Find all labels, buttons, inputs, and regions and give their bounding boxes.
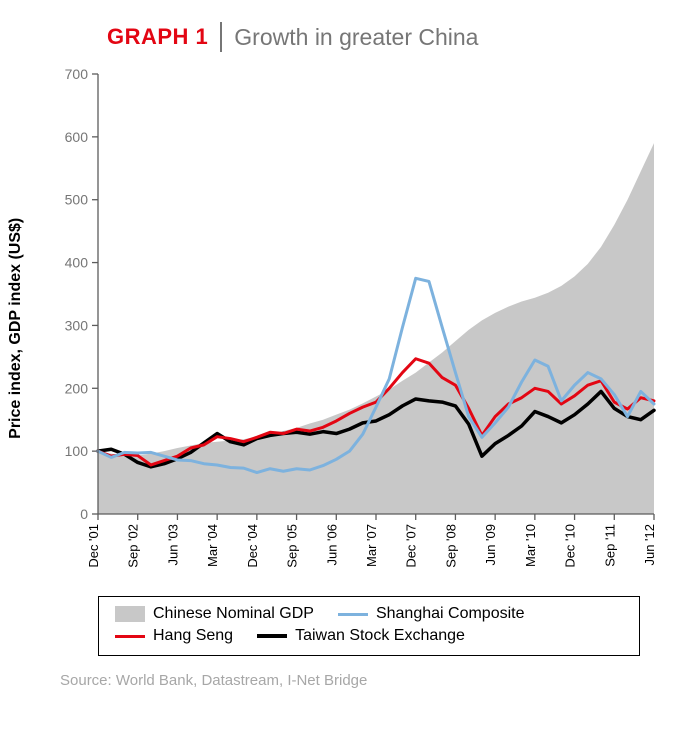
legend-swatch (115, 635, 145, 638)
legend-label: Chinese Nominal GDP (153, 605, 314, 623)
legend-swatch (257, 634, 287, 638)
graph-number-label: GRAPH 1 (107, 24, 208, 50)
svg-text:Sep '11: Sep '11 (602, 524, 617, 567)
svg-text:Jun '06: Jun '06 (324, 524, 339, 566)
svg-text:Mar '04: Mar '04 (205, 524, 220, 567)
legend-swatch (338, 613, 368, 616)
svg-text:Sep '08: Sep '08 (443, 524, 458, 568)
legend-item-hangseng: Hang Seng (115, 627, 233, 645)
chart-source: Source: World Bank, Datastream, I-Net Br… (0, 656, 700, 689)
svg-text:Mar '07: Mar '07 (364, 524, 379, 567)
chart-svg: 0 100 200 300 400 500 600 700 Dec '01 Sep '02 Jun … (36, 66, 664, 596)
svg-text:Dec '10: Dec '10 (563, 524, 578, 568)
chart-area: Price index, GDP index (US$) 01002003004… (36, 66, 664, 596)
legend-swatch (115, 606, 145, 622)
svg-text:Dec '01: Dec '01 (86, 524, 101, 568)
svg-text:Dec '07: Dec '07 (404, 524, 419, 568)
legend-label: Shanghai Composite (376, 605, 525, 623)
svg-text:Sep '05: Sep '05 (285, 524, 300, 568)
legend-label: Taiwan Stock Exchange (295, 627, 465, 645)
chart-legend: Chinese Nominal GDP Shanghai Composite Han… (98, 596, 640, 656)
svg-text:400: 400 (65, 255, 89, 271)
legend-label: Hang Seng (153, 627, 233, 645)
svg-text:500: 500 (65, 192, 89, 208)
svg-text:100: 100 (65, 443, 89, 459)
svg-text:700: 700 (65, 66, 89, 82)
svg-text:300: 300 (65, 317, 89, 333)
legend-item-shanghai: Shanghai Composite (338, 605, 525, 623)
svg-text:200: 200 (65, 380, 89, 396)
svg-text:Jun '09: Jun '09 (483, 524, 498, 566)
title-divider (220, 22, 222, 52)
y-axis-label: Price index, GDP index (US$) (7, 218, 25, 439)
svg-text:Jun '12: Jun '12 (642, 524, 657, 566)
chart-title-bar: GRAPH 1 Growth in greater China (0, 0, 700, 66)
legend-item-gdp: Chinese Nominal GDP (115, 605, 314, 623)
svg-text:Sep '02: Sep '02 (126, 524, 141, 568)
chart-title: Growth in greater China (234, 24, 478, 51)
svg-text:Dec '04: Dec '04 (245, 524, 260, 568)
svg-text:600: 600 (65, 129, 89, 145)
legend-item-taiwan: Taiwan Stock Exchange (257, 627, 465, 645)
svg-text:Mar '10: Mar '10 (523, 524, 538, 567)
svg-text:0: 0 (80, 506, 88, 522)
svg-text:Jun '03: Jun '03 (165, 524, 180, 566)
